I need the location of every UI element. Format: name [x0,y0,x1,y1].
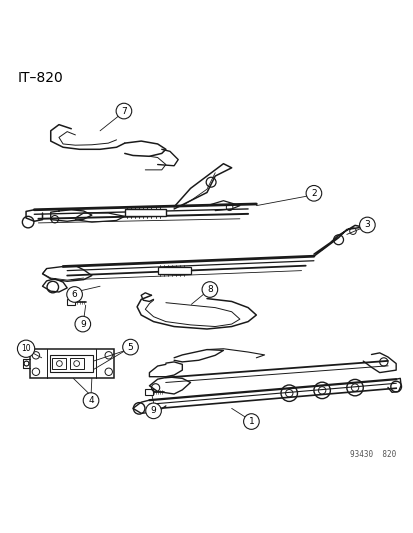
Text: 93430  820: 93430 820 [349,450,395,459]
Text: 7: 7 [121,107,126,116]
Text: 9: 9 [80,320,85,328]
Circle shape [359,217,374,233]
FancyBboxPatch shape [157,268,190,274]
Circle shape [116,103,131,119]
FancyBboxPatch shape [30,349,114,378]
Text: IT–820: IT–820 [18,71,64,85]
FancyBboxPatch shape [145,389,152,395]
Text: 10: 10 [21,344,31,353]
Text: 2: 2 [310,189,316,198]
Text: 9: 9 [150,406,156,415]
Circle shape [66,287,82,302]
FancyBboxPatch shape [124,208,166,216]
Text: 6: 6 [71,290,77,299]
Text: 8: 8 [206,285,212,294]
Text: 1: 1 [248,417,254,426]
Circle shape [243,414,259,430]
Circle shape [145,403,161,418]
Circle shape [17,340,35,358]
Circle shape [75,316,90,332]
Text: 3: 3 [363,221,369,230]
Circle shape [202,282,217,297]
FancyBboxPatch shape [52,358,66,369]
Circle shape [83,393,99,408]
FancyBboxPatch shape [69,358,83,369]
Text: 5: 5 [127,343,133,352]
Text: 4: 4 [88,396,94,405]
Circle shape [305,185,321,201]
Circle shape [122,340,138,355]
FancyBboxPatch shape [50,356,93,372]
FancyBboxPatch shape [67,300,74,305]
